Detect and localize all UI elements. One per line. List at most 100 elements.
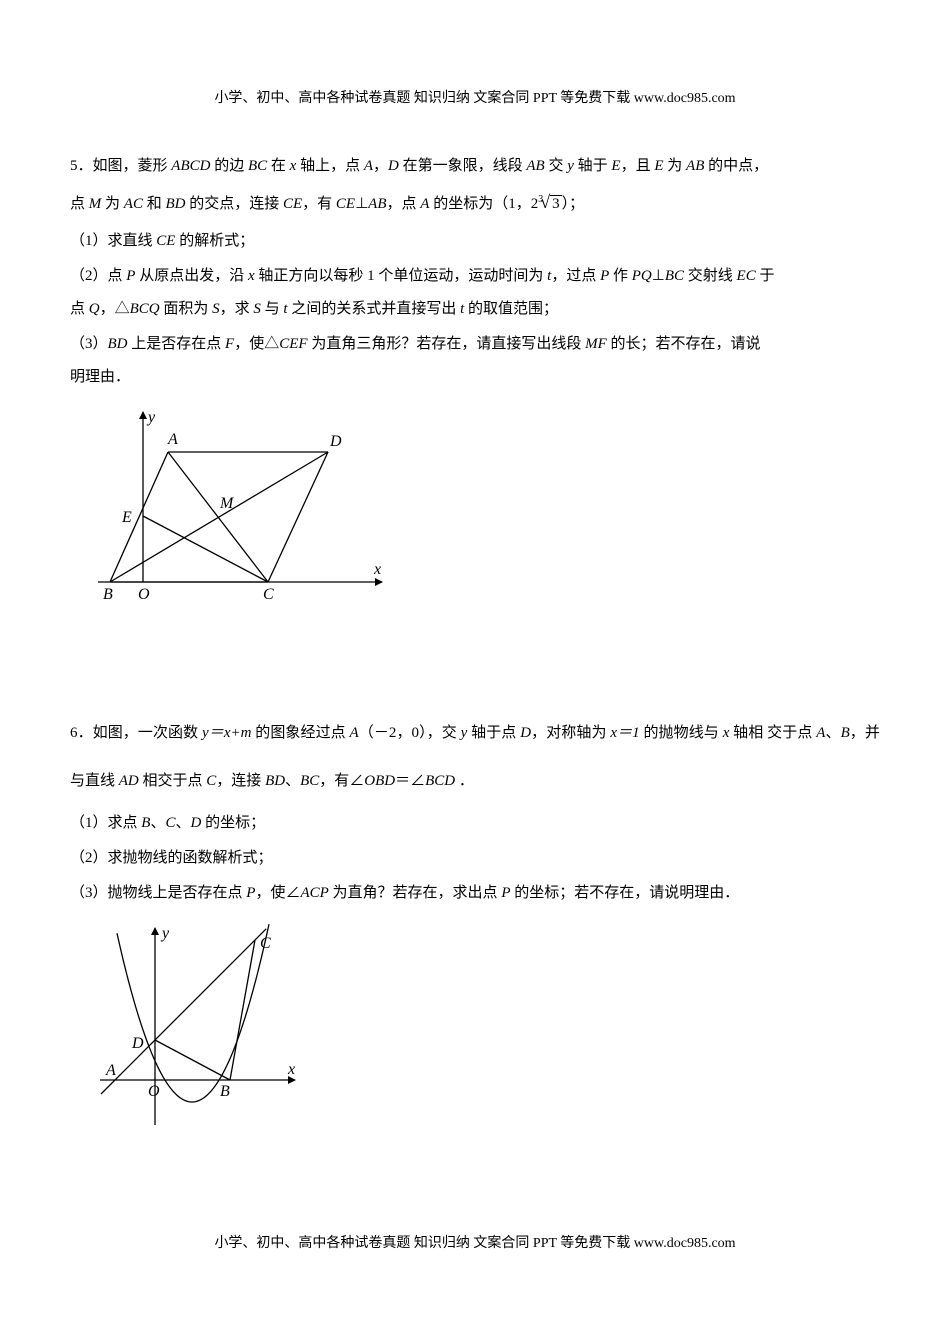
t: 面积为	[160, 301, 213, 317]
t: ）；	[562, 196, 585, 212]
t: S	[253, 301, 261, 317]
t: AC	[124, 196, 143, 212]
t: AB	[686, 158, 704, 174]
p6-q1: （1）求点 B、C、D 的坐标；	[70, 807, 880, 840]
t: M	[89, 196, 102, 212]
footer-text: 小学、初中、高中各种试卷真题 知识归纳 文案合同 PPT 等免费下载 www.d…	[214, 1236, 735, 1251]
t: ，求	[220, 301, 254, 317]
t: F	[225, 336, 234, 352]
t: ，使∠	[255, 885, 300, 901]
t: Q	[89, 301, 100, 317]
t: 在	[267, 158, 290, 174]
t: MF	[585, 336, 607, 352]
figure-1: yADMEBOCx	[90, 404, 880, 609]
problem-5: 5．如图，菱形 ABCD 的边 BC 在 x 轴上，点 A，D 在第一象限，线段…	[70, 150, 880, 609]
page-footer: 小学、初中、高中各种试卷真题 知识归纳 文案合同 PPT 等免费下载 www.d…	[0, 1229, 950, 1260]
t: 的取值范围；	[464, 301, 558, 317]
figure-1-svg: yADMEBOCx	[90, 404, 390, 609]
t: 交	[545, 158, 568, 174]
svg-text:A: A	[105, 1062, 116, 1079]
svg-text:O: O	[148, 1083, 160, 1100]
svg-text:D: D	[131, 1035, 144, 1052]
t: 和	[143, 196, 166, 212]
svg-text:B: B	[103, 586, 113, 603]
t: ⊥	[355, 196, 368, 212]
t: 作	[609, 268, 632, 284]
t: C	[165, 815, 175, 831]
t: D	[388, 158, 399, 174]
t: 如图，菱形	[93, 158, 172, 174]
t: ，有	[302, 196, 336, 212]
t: 的解析式；	[175, 233, 254, 249]
t: B	[841, 725, 850, 741]
p5-q3: （3）BD 上是否存在点 F，使△CEF 为直角三角形？若存在，请直接写出线段 …	[70, 328, 880, 361]
svg-text:y: y	[146, 409, 156, 426]
p5-q2: （2）点 P 从原点出发，沿 x 轴正方向以每秒 1 个单位运动，运动时间为 t…	[70, 260, 880, 293]
svg-text:y: y	[160, 925, 170, 942]
svg-text:O: O	[138, 586, 150, 603]
t: 为	[101, 196, 124, 212]
t: E	[654, 158, 663, 174]
t: ．	[455, 773, 474, 789]
t: 交射线	[684, 268, 737, 284]
t: 的坐标；若不存在，请说明理由．	[510, 885, 739, 901]
t: D	[520, 725, 531, 741]
t: （1）求直线	[70, 233, 156, 249]
t: ，	[373, 158, 388, 174]
t: 轴相	[729, 725, 763, 741]
t: CE	[283, 196, 302, 212]
t: ACP	[300, 885, 328, 901]
p5-q1: （1）求直线 CE 的解析式；	[70, 225, 880, 258]
t: 的边	[210, 158, 248, 174]
page-header: 小学、初中、高中各种试卷真题 知识归纳 文案合同 PPT 等免费下载 www.d…	[0, 84, 950, 115]
t: E	[611, 158, 620, 174]
p5-q3-line2: 明理由．	[70, 361, 880, 394]
t: 的坐标；	[201, 815, 265, 831]
t: 轴于点	[467, 725, 520, 741]
t: BD	[165, 196, 185, 212]
t: 为直角？若存在，求出点	[329, 885, 502, 901]
header-text: 小学、初中、高中各种试卷真题 知识归纳 文案合同 PPT 等免费下载 www.d…	[214, 91, 735, 106]
figure-2-svg: yCDAOBx	[90, 920, 305, 1135]
svg-text:x: x	[373, 561, 381, 578]
t: C	[206, 773, 216, 789]
t: CEF	[279, 336, 307, 352]
t: BCD	[425, 773, 455, 789]
t: 明理由．	[70, 369, 130, 385]
t: BC	[248, 158, 267, 174]
t: 在第一象限，线段	[399, 158, 527, 174]
t: （3）	[70, 336, 108, 352]
t: 为	[664, 158, 687, 174]
t: 如图，一次函数	[93, 725, 202, 741]
svg-text:C: C	[260, 935, 271, 952]
problem-6: 6．如图，一次函数 y＝x+m 的图象经过点 A（－2，0），交 y 轴于点 D…	[70, 709, 880, 1135]
t: CE	[156, 233, 175, 249]
t: AD	[119, 773, 139, 789]
t: BC	[665, 268, 684, 284]
t: AB	[526, 158, 544, 174]
t: 点	[70, 301, 89, 317]
svg-text:C: C	[263, 586, 274, 603]
t: 点	[70, 196, 89, 212]
svg-text:A: A	[167, 431, 178, 448]
t: ，过点	[551, 268, 600, 284]
t: 上是否存在点	[128, 336, 226, 352]
t: EC	[737, 268, 756, 284]
p6-q3: （3）抛物线上是否存在点 P，使∠ACP 为直角？若存在，求出点 P 的坐标；若…	[70, 877, 880, 910]
t: 为直角三角形？若存在，请直接写出线段	[308, 336, 586, 352]
t: 、	[175, 815, 190, 831]
t: x＝1	[610, 725, 639, 741]
t: P	[600, 268, 609, 284]
t: BD	[108, 336, 128, 352]
t: 从原点出发，沿	[135, 268, 248, 284]
p6-num: 6．	[70, 725, 93, 741]
t: y＝x+m	[202, 725, 251, 741]
t: 的图象经过点	[251, 725, 349, 741]
t: OBD	[364, 773, 395, 789]
t: （1）求点	[70, 815, 141, 831]
t: 轴于	[574, 158, 612, 174]
t: 于	[756, 268, 775, 284]
p5-q2-line2: 点 Q，△BCQ 面积为 S，求 S 与 t 之间的关系式并直接写出 t 的取值…	[70, 293, 880, 326]
t: 、	[285, 773, 300, 789]
t: ，点	[387, 196, 421, 212]
